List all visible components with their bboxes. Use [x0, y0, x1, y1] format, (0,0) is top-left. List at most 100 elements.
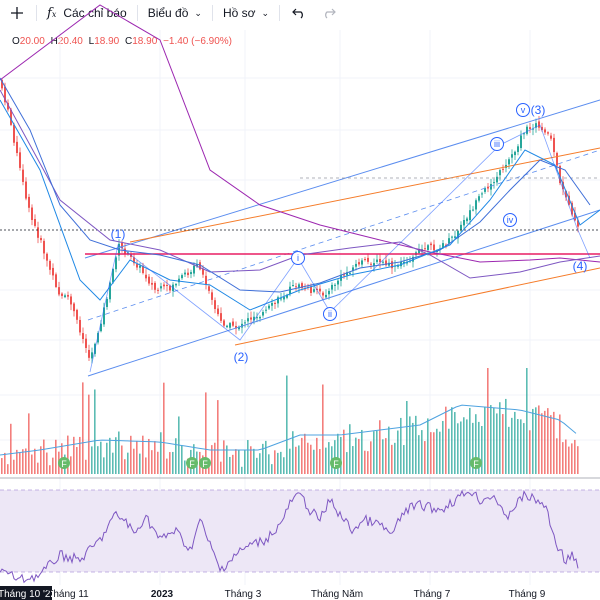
volume-bar: [499, 402, 501, 474]
channel-lower-orange: [234, 267, 600, 346]
function-icon: fx: [47, 5, 57, 21]
volume-bar: [304, 433, 306, 474]
volume-bar: [550, 415, 552, 474]
f-marker: [330, 457, 342, 469]
candle-body: [406, 261, 408, 264]
volume-bar: [208, 467, 210, 474]
candle-body: [496, 176, 498, 183]
volume-bar: [571, 443, 573, 474]
indicators-button[interactable]: fx Các chỉ báo: [41, 0, 133, 26]
profile-button[interactable]: Hồ sơ ⌄: [217, 0, 275, 26]
volume-bar: [292, 431, 294, 474]
candle-body: [211, 292, 213, 300]
candle-body: [196, 263, 198, 267]
toolbar-divider: [279, 5, 281, 21]
volume-bar: [28, 413, 30, 474]
candle-body: [313, 289, 315, 292]
volume-bar: [253, 448, 255, 474]
volume-bar: [394, 442, 396, 474]
candle-body: [529, 127, 531, 129]
undo-button[interactable]: [284, 0, 314, 26]
volume-bar: [25, 448, 27, 474]
candle-body: [94, 343, 96, 354]
volume-bar: [250, 446, 252, 474]
candle-body: [250, 317, 252, 320]
volume-bar: [376, 430, 378, 474]
volume-bar: [70, 456, 72, 474]
redo-button[interactable]: [314, 0, 344, 26]
candle-body: [577, 220, 579, 227]
volume-bar: [460, 421, 462, 474]
open-key: O: [12, 36, 20, 47]
channel-lower-blue: [87, 209, 600, 377]
volume-bar: [184, 460, 186, 474]
toolbar-divider: [136, 5, 138, 21]
volume-bar: [457, 423, 459, 474]
volume-bar: [307, 442, 309, 474]
candle-body: [571, 202, 573, 215]
candle-body: [436, 250, 438, 252]
candle-body: [421, 249, 423, 252]
candle-body: [241, 323, 243, 328]
volume-bar: [316, 437, 318, 474]
candle-body: [511, 154, 513, 158]
candle-body: [109, 282, 111, 300]
volume-bar: [328, 442, 330, 474]
volume-bar: [157, 451, 159, 474]
volume-bar: [568, 446, 570, 474]
volume-ma-line: [0, 404, 577, 456]
candle-body: [55, 274, 57, 287]
candle-body: [520, 135, 522, 149]
volume-bar: [337, 433, 339, 474]
volume-bar: [508, 426, 510, 474]
candle-body: [388, 262, 390, 266]
volume-bar: [142, 435, 144, 474]
x-axis-tick-label: Tháng 3: [225, 589, 262, 600]
volume-bar: [19, 453, 21, 474]
volume-bar: [301, 437, 303, 474]
wave-label-small: i: [297, 253, 299, 263]
candle-body: [64, 295, 66, 298]
volume-bar: [277, 452, 279, 474]
candle-body: [97, 333, 99, 343]
volume-bar: [538, 405, 540, 474]
candle-body: [115, 257, 117, 270]
candle-body: [58, 287, 60, 295]
x-axis-tick-label: Tháng 7: [414, 589, 451, 600]
wave-label: (4): [573, 259, 588, 273]
volume-bar: [463, 417, 465, 474]
add-symbol-button[interactable]: [0, 0, 32, 26]
candle-body: [139, 265, 141, 268]
wave-label: (1): [111, 227, 126, 241]
candle-body: [505, 164, 507, 168]
ma-blue-line: [0, 77, 591, 293]
volume-bar: [169, 452, 171, 474]
volume-bar: [13, 459, 15, 474]
candle-body: [100, 323, 102, 332]
candle-body: [442, 243, 444, 248]
volume-bar: [133, 448, 135, 474]
candle-body: [46, 253, 48, 261]
f-marker-label: F: [61, 459, 67, 469]
volume-bar: [271, 464, 273, 474]
candle-body: [301, 283, 303, 289]
rsi-line: [0, 489, 579, 584]
volume-bar: [559, 414, 561, 474]
volume-bar: [160, 432, 162, 474]
candle-body: [31, 207, 33, 220]
low-value: 18.90: [94, 36, 120, 47]
chart-type-button[interactable]: Biểu đồ ⌄: [142, 0, 208, 26]
f-marker: [186, 457, 198, 469]
candle-body: [226, 325, 228, 328]
candle-body: [409, 260, 411, 262]
candle-body: [214, 300, 216, 310]
volume-bar: [199, 451, 201, 474]
volume-bar: [217, 400, 219, 474]
candle-body: [283, 296, 285, 300]
volume-bar: [196, 451, 198, 474]
volume-bar: [178, 416, 180, 474]
candle-body: [292, 285, 294, 287]
volume-bar: [205, 392, 207, 474]
volume-bar: [7, 464, 9, 474]
